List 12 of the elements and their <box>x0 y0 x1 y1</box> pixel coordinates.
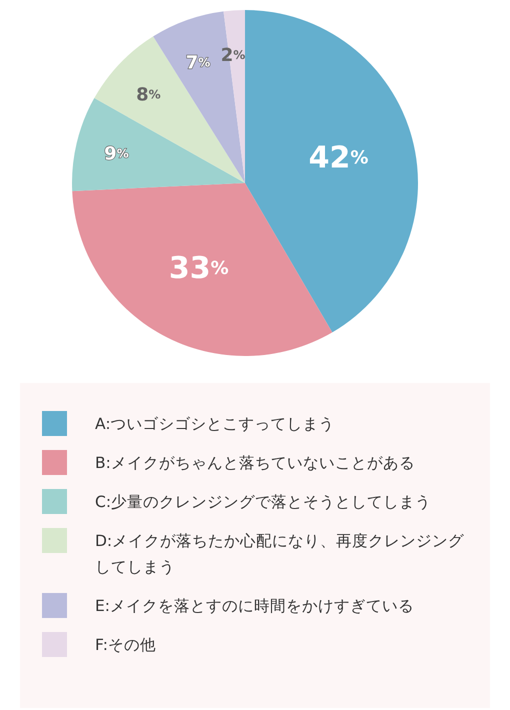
legend-label: D:メイクが落ちたか心配になり、再度クレンジングしてしまう <box>95 531 466 578</box>
legend-label: E:メイクを落とすのに時間をかけすぎている <box>95 596 416 617</box>
data-label: 9% <box>104 142 129 164</box>
legend-label: C:少量のクレンジングで落とそうとしてしまう <box>95 492 432 513</box>
data-label: 2% <box>220 44 246 66</box>
data-label: 33% <box>168 250 229 286</box>
data-label: 7% <box>186 52 210 73</box>
legend-label: B:メイクがちゃんと落ちていないことがある <box>95 453 416 474</box>
data-label: 42% <box>308 140 368 176</box>
legend-label: A:ついゴシゴシとこすってしまう <box>95 414 336 435</box>
legend-label: F:その他 <box>95 635 157 656</box>
data-label: 8% <box>136 84 161 106</box>
